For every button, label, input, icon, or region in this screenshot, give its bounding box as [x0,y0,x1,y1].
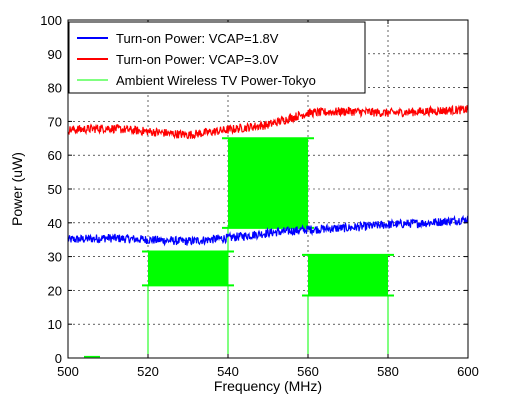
y-tick-label: 80 [48,81,62,96]
legend: Turn-on Power: VCAP=1.8V Turn-on Power: … [68,21,366,94]
y-tick-label: 60 [48,148,62,163]
x-tick-label: 540 [217,364,239,379]
y-tick-label: 70 [48,114,62,129]
x-tick-label: 500 [57,364,79,379]
y-tick-label: 0 [55,351,62,366]
x-tick-label: 560 [297,364,319,379]
x-tick-label: 580 [377,364,399,379]
series-line-1 [67,104,469,140]
x-axis-title: Frequency (MHz) [214,378,322,394]
legend-label-tv-power: Ambient Wireless TV Power-Tokyo [116,73,316,88]
y-tick-label: 50 [48,182,62,197]
legend-label-vcap18: Turn-on Power: VCAP=1.8V [116,31,279,46]
axis-ticks: 500 520 540 560 580 600 0 10 20 30 40 50 60 70 80 90 100 [40,13,479,379]
series-line-0 [67,214,469,247]
y-tick-label: 90 [48,47,62,62]
legend-box [68,21,366,94]
x-tick-label: 520 [137,364,159,379]
y-tick-label: 10 [48,317,62,332]
tv-power-band [308,254,388,296]
x-tick-label: 600 [457,364,479,379]
series-lines [67,104,469,247]
y-tick-label: 40 [48,216,62,231]
tv-power-band [228,138,308,228]
y-tick-label: 20 [48,283,62,298]
y-tick-label: 100 [40,13,62,28]
tv-power-band [148,251,228,286]
legend-label-vcap30: Turn-on Power: VCAP=3.0V [116,52,279,67]
y-axis-title: Power (uW) [9,152,25,226]
y-tick-label: 30 [48,250,62,265]
